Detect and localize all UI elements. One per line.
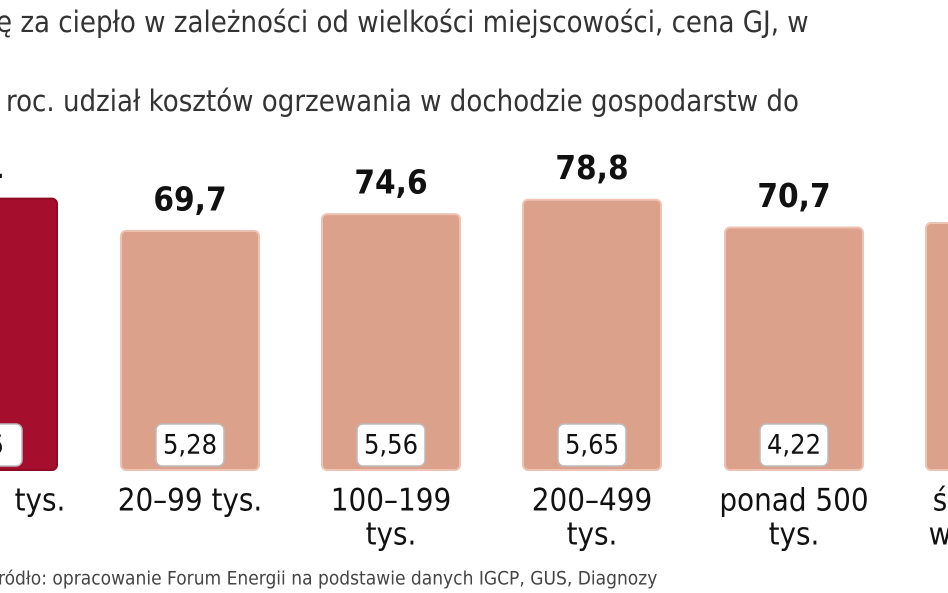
x-tick-label: tys. (769, 517, 820, 553)
chart-subtitle: roc. udział kosztów ogrzewania w dochodz… (6, 84, 799, 118)
price-box (557, 423, 627, 467)
price-box (155, 423, 225, 467)
price-box (356, 423, 426, 467)
bar (724, 226, 864, 471)
value-label: 74,6 (354, 163, 427, 202)
price-label: 4,22 (767, 430, 821, 461)
chart-title: ę za ciepło w zależności od wielkości mi… (0, 5, 809, 39)
bar (925, 222, 948, 471)
x-tick-label: ponad 500 (719, 483, 868, 519)
value-label: 78,8 (555, 148, 628, 187)
bar (321, 213, 461, 471)
value-label: ,1 (0, 147, 4, 186)
price-label: 5,65 (565, 430, 619, 461)
price-label: 5,28 (163, 430, 217, 461)
value-label: 70,7 (757, 176, 830, 215)
x-tick-label: 20–99 tys. (118, 483, 263, 519)
bar (0, 197, 58, 471)
x-tick-label: tys. (15, 483, 66, 519)
value-label: 69,7 (153, 179, 226, 218)
bar (120, 229, 260, 471)
source-note: ródło: opracowanie Forum Energii na pods… (0, 568, 657, 590)
price-label: 5,56 (364, 430, 418, 461)
bar (522, 198, 662, 471)
x-tick-label: 100–199 (331, 483, 451, 519)
price-box (0, 423, 23, 467)
x-tick-label: 200–499 (532, 483, 652, 519)
x-tick-label: w (929, 517, 948, 553)
x-tick-label: ś (933, 483, 948, 519)
x-tick-label: tys. (366, 517, 417, 553)
price-box (759, 423, 829, 467)
price-label: 76 (0, 430, 3, 461)
x-tick-label: tys. (567, 517, 618, 553)
